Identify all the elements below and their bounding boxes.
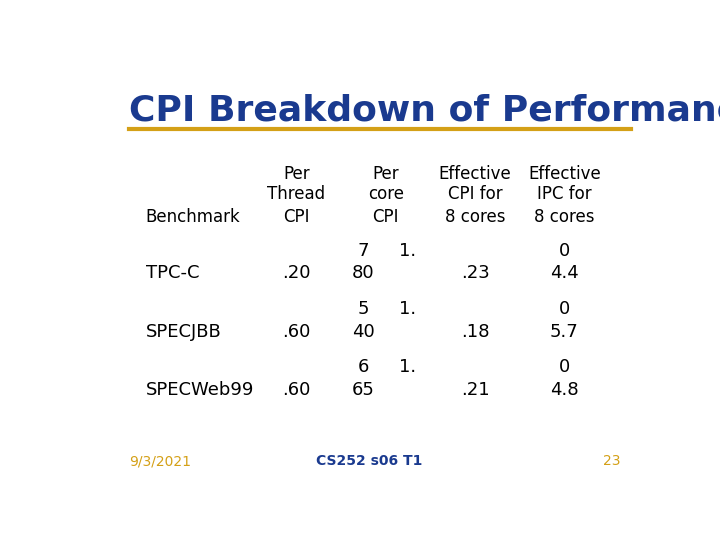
- Text: Per: Per: [283, 165, 310, 183]
- Text: 4.8: 4.8: [550, 381, 579, 399]
- Text: 4.4: 4.4: [550, 265, 579, 282]
- Text: CPI: CPI: [372, 208, 399, 226]
- Text: Thread: Thread: [267, 185, 325, 204]
- Text: CPI Breakdown of Performance: CPI Breakdown of Performance: [129, 94, 720, 128]
- Text: Effective: Effective: [438, 165, 511, 183]
- Text: CPI for: CPI for: [448, 185, 503, 204]
- Text: core: core: [368, 185, 404, 204]
- Text: Per: Per: [372, 165, 399, 183]
- Text: 1.: 1.: [400, 300, 417, 318]
- Text: 9/3/2021: 9/3/2021: [129, 454, 191, 468]
- Text: SPECWeb99: SPECWeb99: [145, 381, 254, 399]
- Text: 40: 40: [352, 322, 375, 341]
- Text: 5: 5: [358, 300, 369, 318]
- Text: 65: 65: [352, 381, 375, 399]
- Text: .23: .23: [461, 265, 490, 282]
- Text: IPC for: IPC for: [537, 185, 592, 204]
- Text: TPC-C: TPC-C: [145, 265, 199, 282]
- Text: .18: .18: [461, 322, 490, 341]
- Text: 0: 0: [559, 241, 570, 260]
- Text: 7: 7: [358, 241, 369, 260]
- Text: 0: 0: [559, 300, 570, 318]
- Text: .21: .21: [461, 381, 490, 399]
- Text: 80: 80: [352, 265, 374, 282]
- Text: .20: .20: [282, 265, 311, 282]
- Text: 5.7: 5.7: [550, 322, 579, 341]
- Text: 23: 23: [603, 454, 620, 468]
- Text: 8 cores: 8 cores: [534, 208, 595, 226]
- Text: 1.: 1.: [400, 358, 417, 376]
- Text: Effective: Effective: [528, 165, 600, 183]
- Text: CS252 s06 T1: CS252 s06 T1: [316, 454, 422, 468]
- Text: CPI: CPI: [283, 208, 310, 226]
- Text: 6: 6: [358, 358, 369, 376]
- Text: 1.: 1.: [400, 241, 417, 260]
- Text: Benchmark: Benchmark: [145, 208, 240, 226]
- Text: SPECJBB: SPECJBB: [145, 322, 222, 341]
- Text: 0: 0: [559, 358, 570, 376]
- Text: .60: .60: [282, 381, 310, 399]
- Text: .60: .60: [282, 322, 310, 341]
- Text: 8 cores: 8 cores: [445, 208, 505, 226]
